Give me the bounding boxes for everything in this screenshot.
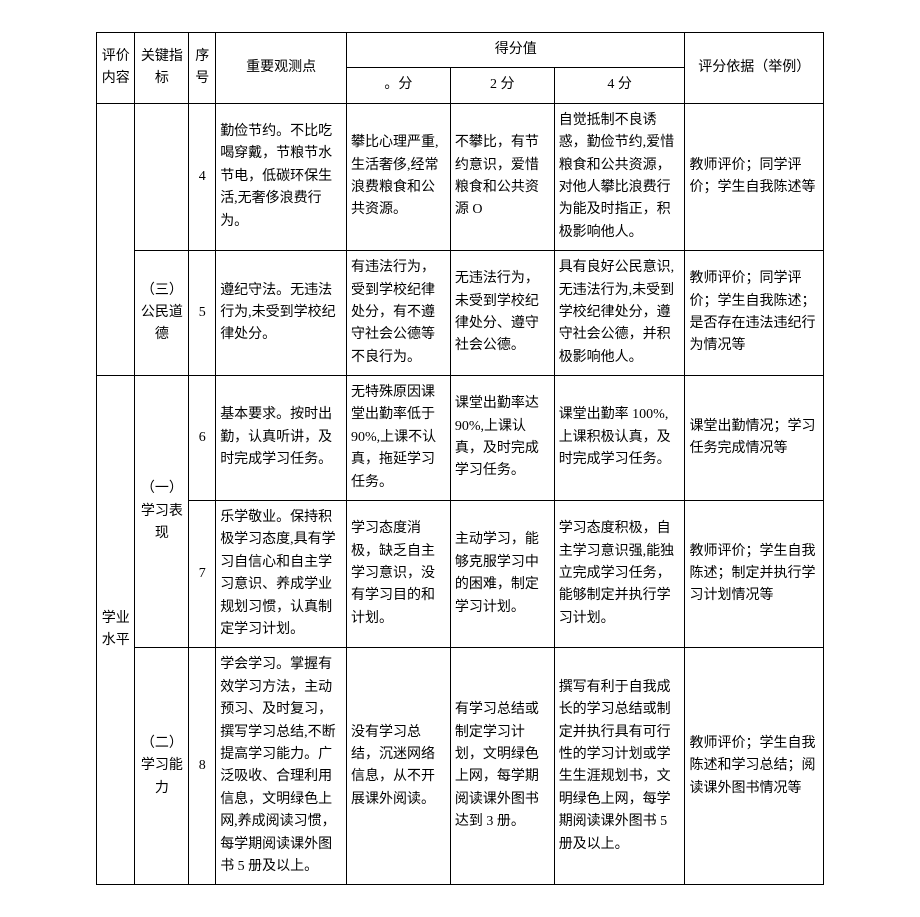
- cell-seq: 7: [189, 501, 216, 648]
- cell-seq: 6: [189, 376, 216, 501]
- header-eval-content: 评价内容: [97, 33, 135, 104]
- cell-score2: 主动学习，能够克服学习中的困难，制定学习计划。: [450, 501, 554, 648]
- cell-score2: 有学习总结或制定学习计划，文明绿色上网，每学期阅读课外图书达到 3 册。: [450, 648, 554, 885]
- cell-eval-content-blank: [97, 103, 135, 375]
- cell-observation: 学会学习。掌握有效学习方法，主动预习、及时复习，撰写学习总结,不断提高学习能力。…: [216, 648, 347, 885]
- cell-seq: 4: [189, 103, 216, 250]
- header-basis: 评分依据（举例）: [685, 33, 824, 104]
- header-row-1: 评价内容 关键指标 序号 重要观测点 得分值 评分依据（举例）: [97, 33, 824, 68]
- header-observation: 重要观测点: [216, 33, 347, 104]
- header-score-group: 得分值: [346, 33, 685, 68]
- cell-score0: 有违法行为，受到学校纪律处分，有不遵守社会公德等不良行为。: [346, 251, 450, 376]
- evaluation-table: 评价内容 关键指标 序号 重要观测点 得分值 评分依据（举例） 。分 2 分 4…: [96, 32, 824, 885]
- header-score0: 。分: [346, 68, 450, 103]
- cell-basis: 课堂出勤情况；学习任务完成情况等: [685, 376, 824, 501]
- table-row: 7 乐学敬业。保持积极学习态度,具有学习自信心和自主学习意识、养成学业规划习惯，…: [97, 501, 824, 648]
- cell-score4: 学习态度积极，自主学习意识强,能独立完成学习任务，能够制定并执行学习计划。: [554, 501, 685, 648]
- header-score4: 4 分: [554, 68, 685, 103]
- cell-observation: 勤俭节约。不比吃喝穿戴，节粮节水节电，低碳环保生活,无奢侈浪费行为。: [216, 103, 347, 250]
- table-row: （三）公民道德 5 遵纪守法。无违法行为,未受到学校纪律处分。 有违法行为，受到…: [97, 251, 824, 376]
- cell-score4: 具有良好公民意识,无违法行为,未受到学校纪律处分，遵守社会公德，并积极影响他人。: [554, 251, 685, 376]
- cell-seq: 8: [189, 648, 216, 885]
- cell-basis: 教师评价；学生自我陈述；制定并执行学习计划情况等: [685, 501, 824, 648]
- cell-score0: 没有学习总结，沉迷网络信息，从不开展课外阅读。: [346, 648, 450, 885]
- cell-key-indicator: （一）学习表现: [135, 376, 189, 648]
- header-seq: 序号: [189, 33, 216, 104]
- cell-observation: 基本要求。按时出勤，认真听讲，及时完成学习任务。: [216, 376, 347, 501]
- cell-key-indicator: （二）学习能力: [135, 648, 189, 885]
- table-row: 学业水平 （一）学习表现 6 基本要求。按时出勤，认真听讲，及时完成学习任务。 …: [97, 376, 824, 501]
- cell-seq: 5: [189, 251, 216, 376]
- header-score2: 2 分: [450, 68, 554, 103]
- cell-score4: 撰写有利于自我成长的学习总结或制定并执行具有可行性的学习计划或学生生涯规划书，文…: [554, 648, 685, 885]
- cell-score0: 学习态度消极，缺乏自主学习意识，没有学习目的和计划。: [346, 501, 450, 648]
- table-row: （二）学习能力 8 学会学习。掌握有效学习方法，主动预习、及时复习，撰写学习总结…: [97, 648, 824, 885]
- cell-basis: 教师评价；同学评价；学生自我陈述；是否存在违法违纪行为情况等: [685, 251, 824, 376]
- cell-basis: 教师评价；学生自我陈述和学习总结；阅读课外图书情况等: [685, 648, 824, 885]
- cell-observation: 遵纪守法。无违法行为,未受到学校纪律处分。: [216, 251, 347, 376]
- cell-score4: 课堂出勤率 100%,上课积极认真，及时完成学习任务。: [554, 376, 685, 501]
- cell-eval-content: 学业水平: [97, 376, 135, 885]
- cell-score0: 攀比心理严重,生活奢侈,经常浪费粮食和公共资源。: [346, 103, 450, 250]
- cell-key-indicator: （三）公民道德: [135, 251, 189, 376]
- cell-score4: 自觉抵制不良诱惑，勤俭节约,爱惜粮食和公共资源，对他人攀比浪费行为能及时指正，积…: [554, 103, 685, 250]
- cell-score0: 无特殊原因课堂出勤率低于 90%,上课不认真，拖延学习任务。: [346, 376, 450, 501]
- cell-basis: 教师评价；同学评价；学生自我陈述等: [685, 103, 824, 250]
- cell-score2: 无违法行为，未受到学校纪律处分、遵守社会公德。: [450, 251, 554, 376]
- cell-score2: 不攀比，有节约意识，爱惜粮食和公共资源 O: [450, 103, 554, 250]
- table-row: 4 勤俭节约。不比吃喝穿戴，节粮节水节电，低碳环保生活,无奢侈浪费行为。 攀比心…: [97, 103, 824, 250]
- cell-key-indicator-blank: [135, 103, 189, 250]
- cell-observation: 乐学敬业。保持积极学习态度,具有学习自信心和自主学习意识、养成学业规划习惯，认真…: [216, 501, 347, 648]
- cell-score2: 课堂出勤率达 90%,上课认真，及时完成学习任务。: [450, 376, 554, 501]
- header-key-indicator: 关键指标: [135, 33, 189, 104]
